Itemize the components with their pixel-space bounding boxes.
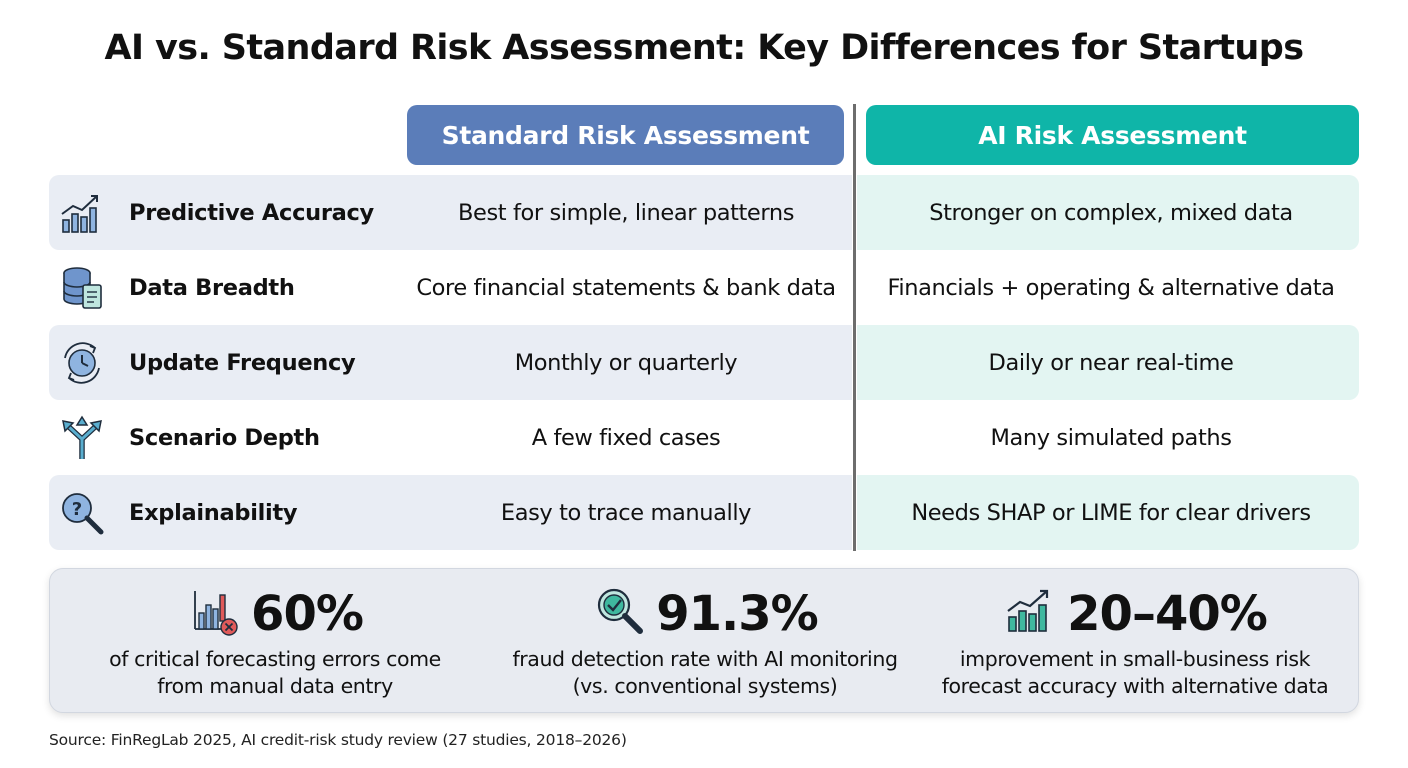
row-label: Scenario Depth bbox=[129, 424, 320, 451]
row-label: Explainability bbox=[129, 499, 298, 526]
stat-card: 60% of critical forecasting errors come … bbox=[60, 569, 490, 712]
source-citation: Source: FinRegLab 2025, AI credit-risk s… bbox=[49, 731, 627, 749]
stat-value: 60% bbox=[251, 585, 364, 642]
ai-cell: Stronger on complex, mixed data bbox=[929, 199, 1293, 226]
row-label: Data Breadth bbox=[129, 274, 295, 301]
bar-chart-growth-icon bbox=[1003, 583, 1067, 644]
ai-cell: Many simulated paths bbox=[990, 424, 1232, 451]
comparison-row: Data Breadth Core financial statements &… bbox=[49, 250, 1359, 325]
ai-cell: Financials + operating & alternative dat… bbox=[887, 274, 1335, 301]
standard-cell: Best for simple, linear patterns bbox=[457, 199, 795, 226]
standard-cell: A few fixed cases bbox=[531, 424, 721, 451]
page-title: AI vs. Standard Risk Assessment: Key Dif… bbox=[104, 28, 1304, 68]
stats-panel: 60% of critical forecasting errors come … bbox=[49, 568, 1359, 713]
column-divider bbox=[853, 104, 856, 551]
ai-column-header: AI Risk Assessment bbox=[866, 105, 1359, 165]
stat-description-line: from manual data entry bbox=[157, 674, 393, 698]
stat-card: 91.3% fraud detection rate with AI monit… bbox=[490, 569, 920, 712]
comparison-row: Predictive Accuracy Best for simple, lin… bbox=[49, 175, 1359, 250]
stat-value: 20–40% bbox=[1067, 585, 1268, 642]
magnifier-check-icon bbox=[592, 583, 656, 644]
stat-description: improvement in small-business risk forec… bbox=[920, 646, 1350, 700]
stat-description-line: forecast accuracy with alternative data bbox=[941, 674, 1329, 698]
standard-column-header: Standard Risk Assessment bbox=[407, 105, 844, 165]
question-magnifier-icon: ? bbox=[57, 488, 107, 538]
row-label: Update Frequency bbox=[129, 349, 356, 376]
stat-card: 20–40% improvement in small-business ris… bbox=[920, 569, 1350, 712]
standard-cell: Core financial statements & bank data bbox=[416, 274, 836, 301]
stat-description-line: of critical forecasting errors come bbox=[109, 647, 441, 671]
row-label: Predictive Accuracy bbox=[129, 199, 374, 226]
comparison-row: ? Explainability Easy to trace manually … bbox=[49, 475, 1359, 550]
standard-cell: Easy to trace manually bbox=[500, 499, 752, 526]
stat-description: of critical forecasting errors come from… bbox=[60, 646, 490, 700]
stat-value: 91.3% bbox=[656, 585, 819, 642]
stat-description-line: (vs. conventional systems) bbox=[572, 674, 838, 698]
clock-refresh-icon bbox=[57, 338, 107, 388]
branching-arrows-icon bbox=[57, 413, 107, 463]
bar-chart-growth-icon bbox=[57, 188, 107, 238]
database-document-icon bbox=[57, 263, 107, 313]
comparison-row: Update Frequency Monthly or quarterly Da… bbox=[49, 325, 1359, 400]
stat-description-line: improvement in small-business risk bbox=[959, 647, 1311, 671]
ai-cell: Needs SHAP or LIME for clear drivers bbox=[911, 499, 1311, 526]
bar-chart-error-icon bbox=[187, 583, 251, 644]
stat-description-line: fraud detection rate with AI monitoring bbox=[512, 647, 898, 671]
ai-cell: Daily or near real-time bbox=[988, 349, 1234, 376]
standard-cell: Monthly or quarterly bbox=[514, 349, 738, 376]
stat-description: fraud detection rate with AI monitoring … bbox=[490, 646, 920, 700]
comparison-row: Scenario Depth A few fixed cases Many si… bbox=[49, 400, 1359, 475]
svg-text:?: ? bbox=[72, 499, 82, 520]
